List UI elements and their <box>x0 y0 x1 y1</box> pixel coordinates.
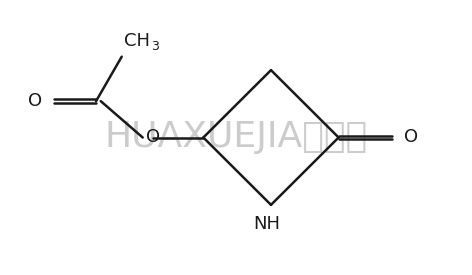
Text: 3: 3 <box>151 40 159 53</box>
Text: O: O <box>146 128 160 147</box>
Text: O: O <box>28 92 42 110</box>
Text: NH: NH <box>253 215 280 233</box>
Text: O: O <box>404 128 418 147</box>
Text: HUAXUEJIA化学加: HUAXUEJIA化学加 <box>104 120 368 155</box>
Text: CH: CH <box>124 32 150 50</box>
